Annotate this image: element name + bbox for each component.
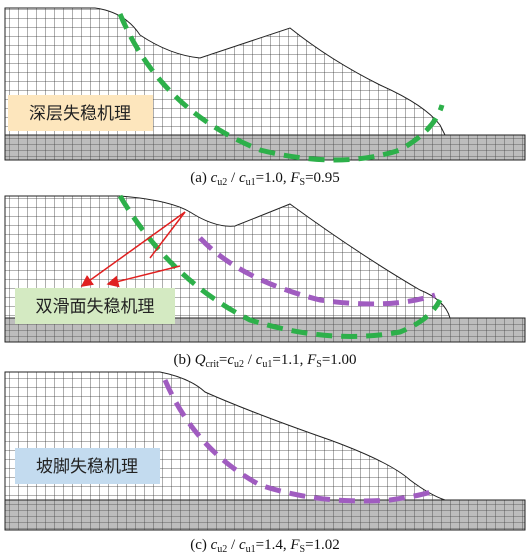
caption-part: u1 [262, 359, 272, 370]
caption-part: u1 [246, 544, 256, 555]
caption-part: =1.0, [256, 170, 291, 186]
figure: 深层失稳机理 (a) cu2 / cu1=1.0, FS=0.95 双滑面失稳机… [0, 0, 531, 555]
caption-part: u1 [246, 177, 256, 188]
caption-part: =1.00 [322, 352, 357, 368]
caption-part: =1.1, [272, 352, 307, 368]
panel-b: 双滑面失稳机理 (b) Qcrit=cu2 / cu1=1.1, FS=1.00 [5, 196, 525, 370]
panel-c: 坡脚失稳机理 (c) cu2 / cu1=1.4, FS=1.02 [5, 372, 525, 555]
caption: (b) Qcrit=cu2 / cu1=1.1, FS=1.00 [173, 352, 356, 370]
caption-part: crit [206, 359, 220, 370]
mechanism-label: 双滑面失稳机理 [36, 297, 155, 317]
bedrock [5, 135, 525, 160]
caption-part: =1.02 [305, 537, 340, 553]
caption-part: / [227, 170, 239, 186]
caption-part: / [227, 537, 239, 553]
caption-part: (a) [190, 170, 210, 186]
caption-part: = [219, 352, 227, 368]
caption-part: Q [195, 352, 206, 368]
mechanism-label: 深层失稳机理 [29, 104, 131, 124]
mechanism-label: 坡脚失稳机理 [36, 457, 138, 477]
caption-part: (c) [190, 537, 210, 553]
caption-part: u2 [234, 359, 244, 370]
caption-part: u2 [217, 544, 227, 555]
caption-part: =1.4, [256, 537, 291, 553]
caption: (c) cu2 / cu1=1.4, FS=1.02 [190, 537, 340, 555]
caption-part: / [244, 352, 256, 368]
caption-part: u2 [217, 177, 227, 188]
caption: (a) cu2 / cu1=1.0, FS=0.95 [190, 170, 340, 188]
panel-a: 深层失稳机理 (a) cu2 / cu1=1.0, FS=0.95 [5, 8, 525, 188]
caption-part: (b) [173, 352, 194, 368]
bedrock [5, 500, 525, 530]
caption-part: =0.95 [305, 170, 340, 186]
